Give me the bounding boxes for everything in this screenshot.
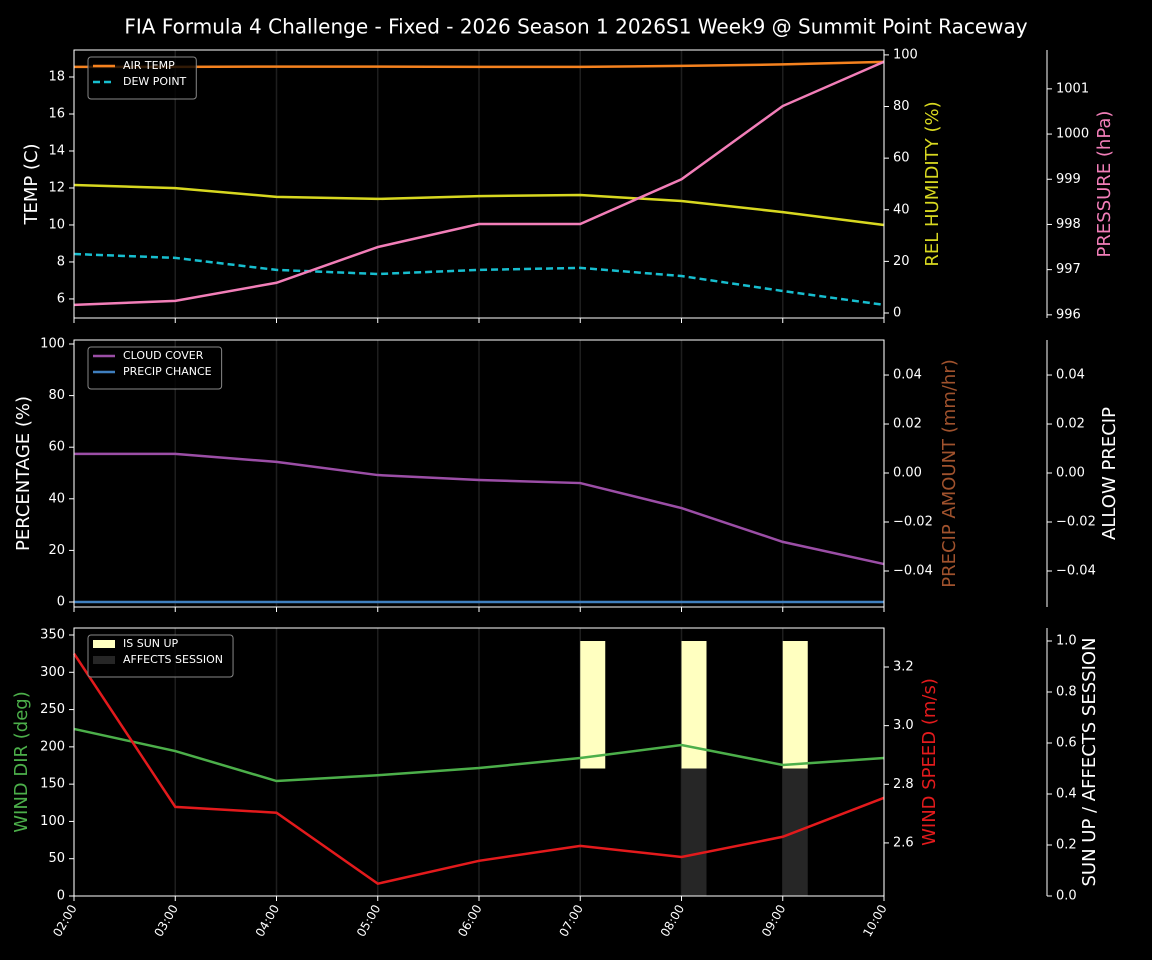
y-tick-label: 300 xyxy=(40,665,65,680)
y2-axis-label: PRECIP AMOUNT (mm/hr) xyxy=(939,359,960,588)
legend-box xyxy=(87,634,234,678)
y-axis-label: WIND DIR (deg) xyxy=(11,691,32,833)
legend: CLOUD COVER PRECIP CHANCE xyxy=(87,346,223,390)
y2-tick-label: 2.6 xyxy=(893,835,914,850)
y-tick-label: 8 xyxy=(57,254,65,269)
y-tick-label: 150 xyxy=(40,777,65,792)
y3-tick-label: 998 xyxy=(1056,217,1081,232)
y2-tick-label: −0.04 xyxy=(893,563,933,578)
y2-tick-label: 0 xyxy=(893,305,901,320)
y-tick-label: 6 xyxy=(57,291,65,306)
legend: AIR TEMP DEW POINT xyxy=(87,56,197,100)
y3-tick-label: 1.0 xyxy=(1056,634,1077,649)
y2-axis-label: WIND SPEED (m/s) xyxy=(919,678,940,846)
legend-label: DEW POINT xyxy=(123,75,187,88)
legend-swatch xyxy=(93,656,115,664)
y3-tick-label: 0.00 xyxy=(1056,466,1085,481)
y-tick-label: 0 xyxy=(57,889,65,904)
bar xyxy=(681,768,707,896)
legend-label: AIR TEMP xyxy=(123,59,175,72)
y3-axis-label: ALLOW PRECIP xyxy=(1099,407,1120,540)
bar xyxy=(782,641,808,769)
y3-axis-label: PRESSURE (hPa) xyxy=(1094,111,1115,258)
legend-label: CLOUD COVER xyxy=(123,349,204,362)
bar xyxy=(580,641,606,769)
y2-tick-label: 2.8 xyxy=(893,777,914,792)
line-series xyxy=(74,60,885,69)
y3-axis-label: SUN UP / AFFECTS SESSION xyxy=(1079,637,1100,886)
y2-tick-label: 3.2 xyxy=(893,659,914,674)
y-axis-label: TEMP (C) xyxy=(21,143,42,225)
line-series xyxy=(74,452,885,566)
y-tick-label: 0 xyxy=(57,594,65,609)
y2-tick-label: 40 xyxy=(893,202,910,217)
chart-title: FIA Formula 4 Challenge - Fixed - 2026 S… xyxy=(124,15,1027,39)
y-tick-label: 16 xyxy=(48,106,65,121)
y-tick-label: 40 xyxy=(48,491,65,506)
y-tick-label: 200 xyxy=(40,739,65,754)
legend-swatch xyxy=(93,640,115,648)
legend: IS SUN UP AFFECTS SESSION xyxy=(87,634,234,678)
y3-tick-label: 0.02 xyxy=(1056,417,1085,432)
line-series xyxy=(72,652,885,886)
y-tick-label: 100 xyxy=(40,336,65,351)
y-axis-label: PERCENTAGE (%) xyxy=(13,396,34,551)
line-series xyxy=(73,727,885,783)
y-tick-label: 18 xyxy=(48,70,65,85)
y-tick-label: 60 xyxy=(48,440,65,455)
y-tick-label: 12 xyxy=(48,180,65,195)
y2-tick-label: 0.00 xyxy=(893,466,922,481)
y2-tick-label: 100 xyxy=(893,47,918,62)
y3-tick-label: 0.0 xyxy=(1056,889,1077,904)
y3-tick-label: 0.2 xyxy=(1056,838,1077,853)
y2-tick-label: 80 xyxy=(893,99,910,114)
line-series xyxy=(73,60,885,307)
y-tick-label: 100 xyxy=(40,814,65,829)
y2-tick-label: 20 xyxy=(893,254,910,269)
y3-tick-label: 1000 xyxy=(1056,127,1089,142)
y3-tick-label: −0.04 xyxy=(1056,563,1096,578)
y2-tick-label: 3.0 xyxy=(893,718,914,733)
legend-box xyxy=(87,56,197,100)
y3-tick-label: 0.4 xyxy=(1056,787,1077,802)
y-tick-label: 20 xyxy=(48,543,65,558)
legend-label: PRECIP CHANCE xyxy=(123,365,212,378)
line-series xyxy=(73,252,885,307)
y3-tick-label: −0.02 xyxy=(1056,515,1096,530)
y2-tick-label: 0.02 xyxy=(893,417,922,432)
y-tick-label: 80 xyxy=(48,388,65,403)
y-tick-label: 350 xyxy=(40,628,65,643)
y2-axis-label: REL HUMIDITY (%) xyxy=(922,101,943,266)
y-tick-label: 14 xyxy=(48,143,65,158)
y-tick-label: 10 xyxy=(48,217,65,232)
y3-tick-label: 0.6 xyxy=(1056,736,1077,751)
y3-tick-label: 0.04 xyxy=(1056,368,1085,383)
legend-label: IS SUN UP xyxy=(123,637,179,650)
legend-box xyxy=(87,346,223,390)
y2-tick-label: −0.02 xyxy=(893,515,933,530)
line-series xyxy=(73,183,885,227)
y3-tick-label: 997 xyxy=(1056,262,1081,277)
y3-tick-label: 999 xyxy=(1056,172,1081,187)
y-tick-label: 250 xyxy=(40,702,65,717)
y2-tick-label: 60 xyxy=(893,151,910,166)
y3-tick-label: 0.8 xyxy=(1056,685,1077,700)
legend-label: AFFECTS SESSION xyxy=(123,653,223,666)
y3-tick-label: 996 xyxy=(1056,307,1081,322)
y2-tick-label: 0.04 xyxy=(893,368,922,383)
y3-tick-label: 1001 xyxy=(1056,81,1089,96)
y-tick-label: 50 xyxy=(48,851,65,866)
